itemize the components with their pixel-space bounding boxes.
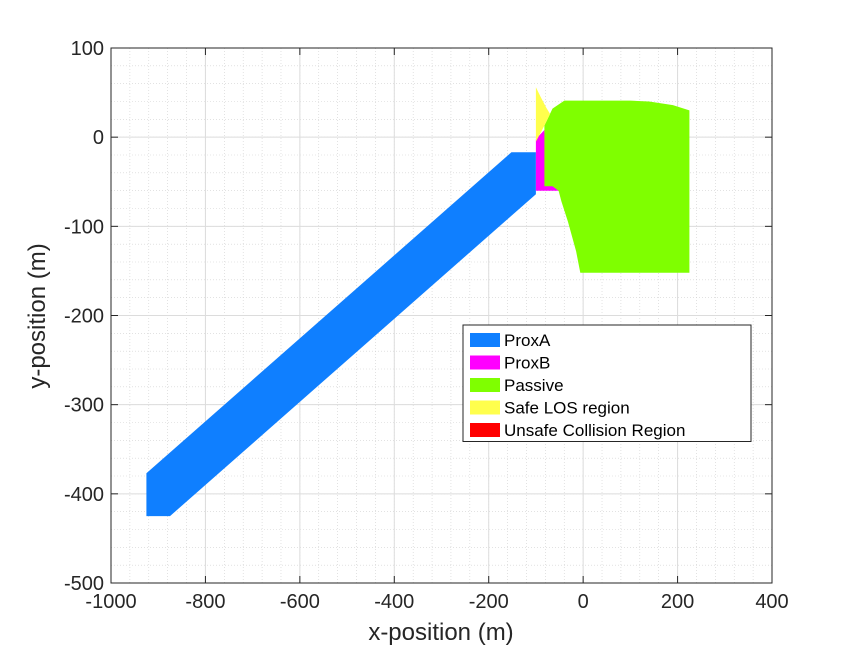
legend-swatch <box>470 378 500 392</box>
y-tick-label: 0 <box>93 127 104 149</box>
x-tick-label: 0 <box>578 591 589 613</box>
x-tick-label: -600 <box>280 591 320 613</box>
y-tick-label: -200 <box>64 306 104 328</box>
legend-box <box>462 324 752 442</box>
x-tick-label: -800 <box>185 591 225 613</box>
legend-entry-label: ProxA <box>504 331 551 350</box>
region-safe-los-region <box>535 87 551 142</box>
x-tick-label: -400 <box>374 591 414 613</box>
region-proxa <box>146 152 536 517</box>
legend-swatch <box>470 400 500 415</box>
legend-entry-label: Passive <box>504 376 564 395</box>
legend-swatch <box>470 333 500 347</box>
tick-labels: -1000 -800 -600 -400 -200 0 200 400-500-400-300… <box>64 38 789 613</box>
x-tick-label: -1000 <box>85 591 136 613</box>
legend-swatch <box>470 423 500 437</box>
legend-entry-label: Safe LOS region <box>504 399 630 418</box>
y-tick-label: -500 <box>64 573 104 595</box>
region-passive <box>544 100 690 273</box>
legend-swatch <box>470 355 500 370</box>
plot-series <box>146 87 690 517</box>
legend: ProxA ProxB Passive Safe LOS region Unsafe C… <box>462 324 752 442</box>
y-axis-label: y-position (m) <box>24 243 51 388</box>
x-tick-label: 400 <box>755 591 788 613</box>
x-tick-label: 200 <box>661 591 694 613</box>
x-axis-label: x-position (m) <box>368 619 513 646</box>
axes <box>110 47 773 584</box>
y-tick-label: -100 <box>64 216 104 238</box>
x-tick-label: -200 <box>469 591 509 613</box>
y-tick-label: 100 <box>71 38 104 60</box>
y-tick-label: -400 <box>64 484 104 506</box>
legend-entry-label: ProxB <box>504 354 550 373</box>
y-tick-label: -300 <box>64 395 104 417</box>
legend-entry-label: Unsafe Collision Region <box>504 421 685 440</box>
